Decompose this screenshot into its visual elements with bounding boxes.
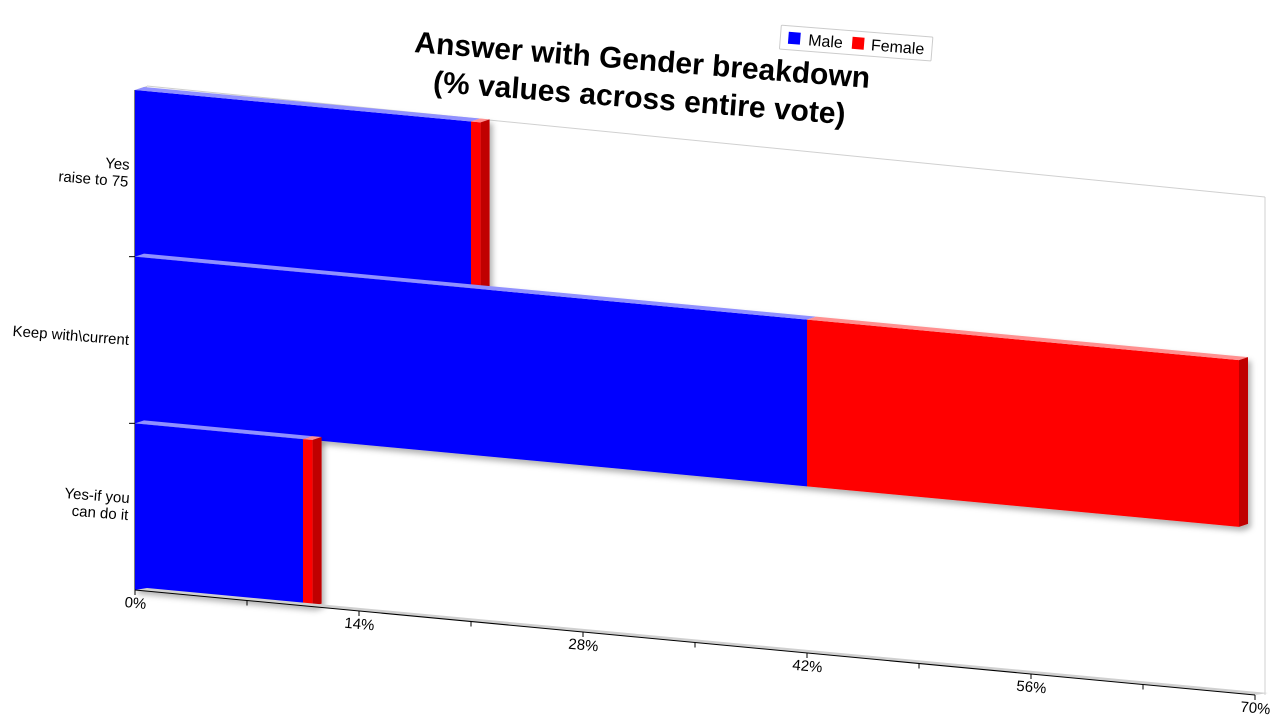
bars <box>129 87 1248 607</box>
bar-top-face <box>135 87 480 122</box>
bar-group <box>135 87 490 290</box>
bar-female <box>471 121 481 290</box>
bar-group <box>135 253 1248 527</box>
legend: Male Female <box>779 24 934 62</box>
x-tick-label: 28% <box>568 636 599 656</box>
bar-side-face <box>480 119 490 290</box>
x-tick-label: 56% <box>1016 678 1047 698</box>
bar-female <box>807 319 1239 527</box>
category-label: Yesraise to 75 <box>58 151 130 190</box>
legend-label-male: Male <box>808 32 844 52</box>
x-tick-label: 70% <box>1240 699 1271 719</box>
x-tick-label: 42% <box>792 657 823 677</box>
plot-top-edge <box>146 85 1266 198</box>
bar-top-face <box>135 253 816 320</box>
bar-female <box>303 439 313 607</box>
category-label: Yes-if youcan do it <box>63 485 132 524</box>
x-axis <box>134 588 1268 696</box>
legend-swatch-male <box>787 31 801 45</box>
bar-top-face <box>471 118 490 123</box>
bar-top-face <box>807 316 1248 361</box>
x-axis-floor <box>135 588 1268 695</box>
bar-top-face <box>303 436 322 440</box>
category-labels: Yesraise to 75 Keep with\current Yes-if yo… <box>12 151 132 524</box>
x-tick-label: 0% <box>124 594 147 613</box>
bar-male <box>135 423 303 606</box>
category-label: Keep with\current <box>12 323 131 349</box>
legend-swatch-female <box>851 36 865 50</box>
bar-top-face <box>135 420 312 440</box>
bar-male <box>135 90 471 289</box>
bar-side-face <box>1239 357 1248 527</box>
bar-side-face <box>312 436 322 607</box>
legend-label-female: Female <box>870 37 925 58</box>
x-tick-labels: 0% 14% 28% 42% 56% 70% <box>124 590 1271 718</box>
x-tick-label: 14% <box>344 615 375 635</box>
bar-male <box>135 256 807 487</box>
bar-group <box>135 420 322 607</box>
